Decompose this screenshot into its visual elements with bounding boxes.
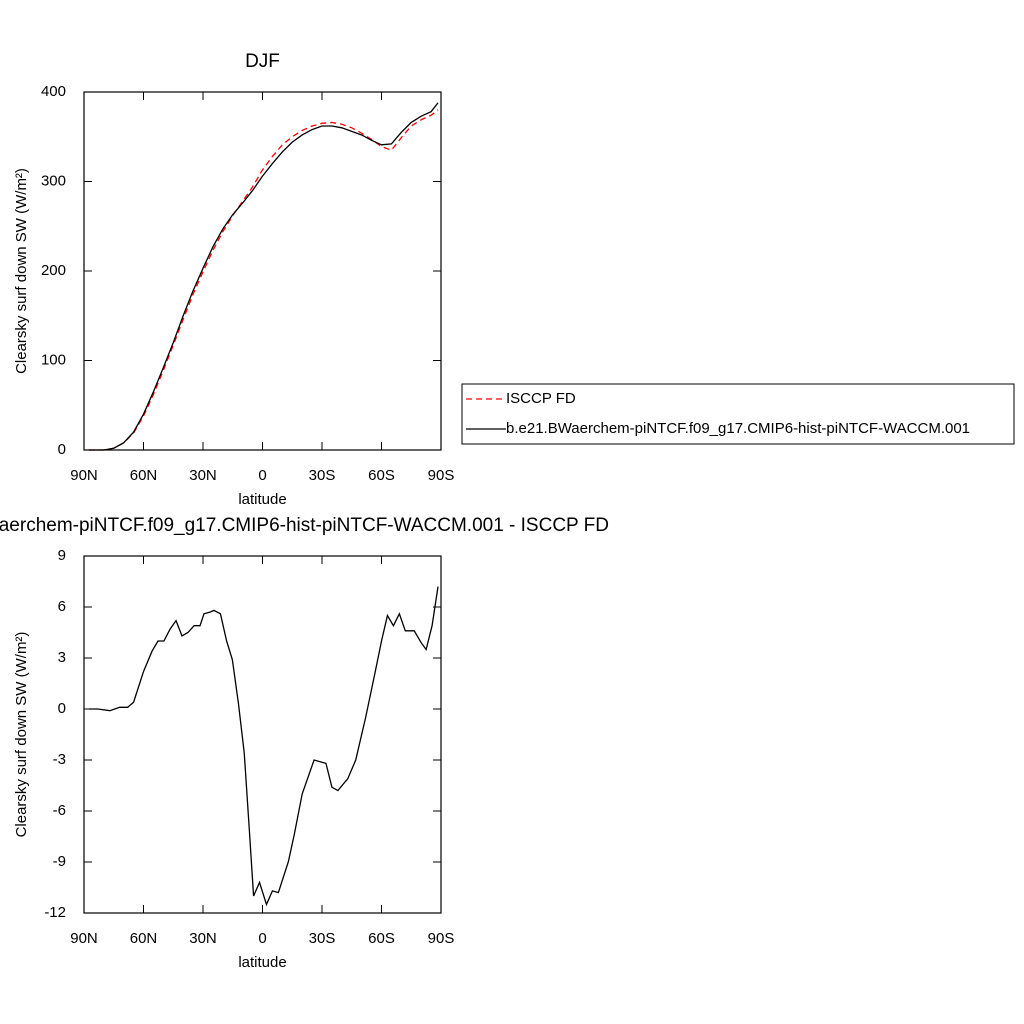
y-tick-label: 9	[58, 547, 66, 564]
x-tick-label: 60N	[130, 467, 158, 484]
y-tick-label: -3	[53, 751, 66, 768]
legend-label: ISCCP FD	[506, 390, 576, 407]
x-tick-label: 0	[258, 930, 266, 947]
x-tick-label: 90N	[70, 467, 98, 484]
x-axis-label: latitude	[238, 491, 286, 508]
legend-label: b.e21.BWaerchem-piNTCF.f09_g17.CMIP6-his…	[506, 420, 970, 437]
y-tick-label: -12	[44, 904, 66, 921]
x-tick-label: 90S	[428, 930, 455, 947]
chart-title: b.e21.BWaerchem-piNTCF.f09_g17.CMIP6-his…	[0, 515, 609, 536]
y-tick-label: -6	[53, 802, 66, 819]
y-tick-label: 3	[58, 649, 66, 666]
x-tick-label: 90N	[70, 930, 98, 947]
legend-box	[461, 383, 1015, 445]
plot-frame	[83, 555, 442, 914]
y-tick-label: 300	[41, 172, 66, 189]
y-tick-label: 0	[58, 700, 66, 717]
x-tick-label: 60S	[368, 467, 395, 484]
chart-title: DJF	[245, 51, 280, 72]
y-tick-label: 0	[58, 441, 66, 458]
x-tick-label: 30N	[189, 930, 217, 947]
y-tick-label: 6	[58, 598, 66, 615]
data-line	[88, 586, 439, 907]
data-line	[88, 109, 439, 451]
x-axis-label: latitude	[238, 954, 286, 971]
y-tick-label: 400	[41, 83, 66, 100]
y-tick-label: -9	[53, 853, 66, 870]
x-tick-label: 60S	[368, 930, 395, 947]
x-tick-label: 60N	[130, 930, 158, 947]
x-tick-label: 30S	[309, 467, 336, 484]
y-tick-label: 100	[41, 351, 66, 368]
data-line	[88, 102, 439, 451]
x-tick-label: 30S	[309, 930, 336, 947]
x-tick-label: 90S	[428, 467, 455, 484]
x-tick-label: 30N	[189, 467, 217, 484]
x-tick-label: 0	[258, 467, 266, 484]
y-axis-label: Clearsky surf down SW (W/m²)	[13, 168, 30, 374]
y-axis-label: Clearsky surf down SW (W/m²)	[13, 632, 30, 838]
y-tick-label: 200	[41, 262, 66, 279]
plot-frame	[83, 91, 442, 451]
